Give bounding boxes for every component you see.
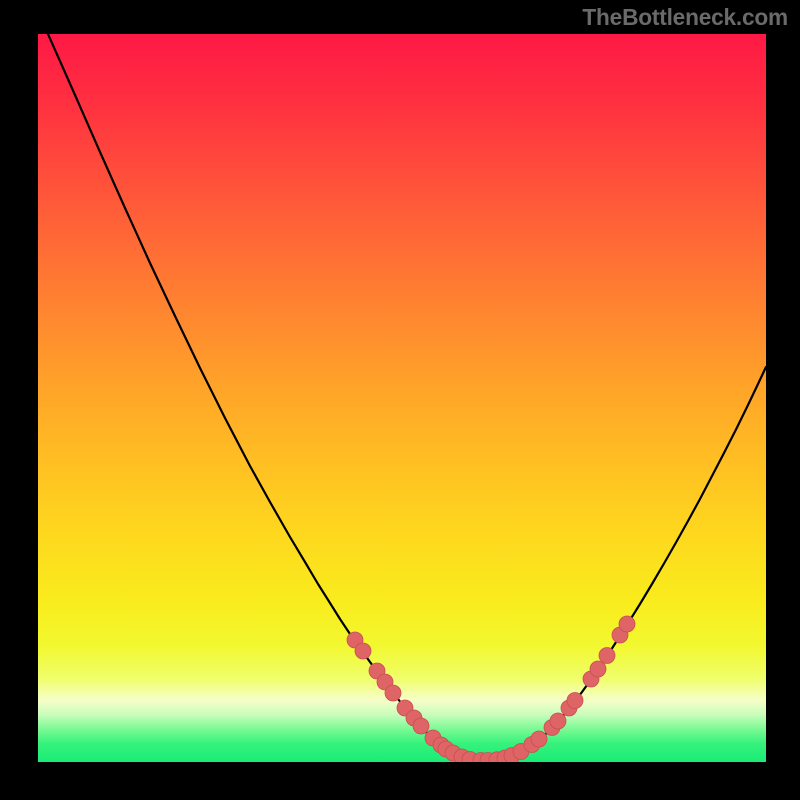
plot-svg: [38, 34, 766, 762]
plot-area: [38, 34, 766, 762]
watermark-text: TheBottleneck.com: [582, 4, 788, 31]
curve-marker: [355, 643, 371, 659]
curve-marker: [550, 713, 566, 729]
curve-marker: [531, 731, 547, 747]
curve-marker: [413, 718, 429, 734]
curve-marker: [385, 685, 401, 701]
curve-marker: [599, 648, 615, 664]
gradient-background: [38, 34, 766, 762]
curve-marker: [619, 616, 635, 632]
curve-marker: [567, 693, 583, 709]
chart-stage: TheBottleneck.com: [0, 0, 800, 800]
curve-marker: [590, 661, 606, 677]
